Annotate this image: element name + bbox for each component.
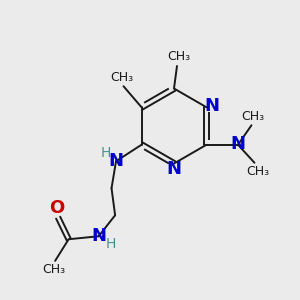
- Text: N: N: [231, 135, 246, 153]
- Text: N: N: [92, 227, 107, 245]
- Text: N: N: [108, 152, 123, 170]
- Text: CH₃: CH₃: [167, 50, 190, 63]
- Text: O: O: [49, 199, 64, 217]
- Text: N: N: [167, 160, 182, 178]
- Text: CH₃: CH₃: [242, 110, 265, 123]
- Text: CH₃: CH₃: [246, 165, 269, 178]
- Text: N: N: [204, 97, 219, 115]
- Text: H: H: [105, 237, 116, 251]
- Text: CH₃: CH₃: [42, 263, 65, 276]
- Text: H: H: [100, 146, 111, 160]
- Text: CH₃: CH₃: [110, 71, 134, 84]
